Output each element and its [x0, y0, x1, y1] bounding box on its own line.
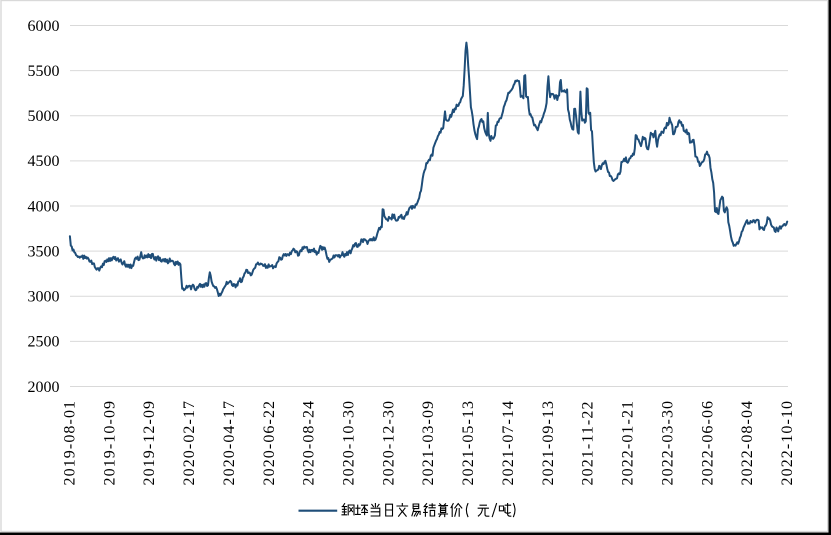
svg-text:2000: 2000 — [28, 379, 60, 396]
svg-text:5500: 5500 — [28, 63, 60, 80]
svg-text:2021-11-22: 2021-11-22 — [580, 400, 597, 485]
svg-text:2019-10-09: 2019-10-09 — [101, 400, 118, 486]
svg-text:2020-04-17: 2020-04-17 — [221, 400, 238, 486]
svg-text:5000: 5000 — [28, 108, 60, 125]
svg-text:2022-01-21: 2022-01-21 — [620, 400, 637, 486]
svg-text:2020-10-30: 2020-10-30 — [341, 400, 358, 486]
svg-text:6000: 6000 — [28, 18, 60, 35]
svg-text:2019-08-01: 2019-08-01 — [62, 400, 79, 486]
svg-text:2021-05-13: 2021-05-13 — [460, 400, 477, 486]
svg-text:2500: 2500 — [28, 334, 60, 351]
svg-text:2020-06-22: 2020-06-22 — [261, 400, 278, 486]
svg-text:4500: 4500 — [28, 153, 60, 170]
svg-text:2022-03-30: 2022-03-30 — [659, 400, 676, 486]
svg-text:2021-03-09: 2021-03-09 — [420, 400, 437, 486]
svg-text:2020-08-24: 2020-08-24 — [301, 400, 318, 486]
svg-text:3500: 3500 — [28, 243, 60, 260]
svg-text:4000: 4000 — [28, 198, 60, 215]
svg-text:2019-12-09: 2019-12-09 — [141, 400, 158, 486]
svg-text:2020-02-17: 2020-02-17 — [181, 400, 198, 486]
svg-text:2021-07-14: 2021-07-14 — [500, 400, 517, 486]
svg-text:2022-06-06: 2022-06-06 — [699, 400, 716, 486]
svg-text:2022-10-10: 2022-10-10 — [779, 400, 796, 486]
svg-text:2022-08-04: 2022-08-04 — [739, 400, 756, 486]
svg-text:2020-12-30: 2020-12-30 — [380, 400, 397, 486]
svg-text:2021-09-13: 2021-09-13 — [540, 400, 557, 486]
svg-text:3000: 3000 — [28, 289, 60, 306]
